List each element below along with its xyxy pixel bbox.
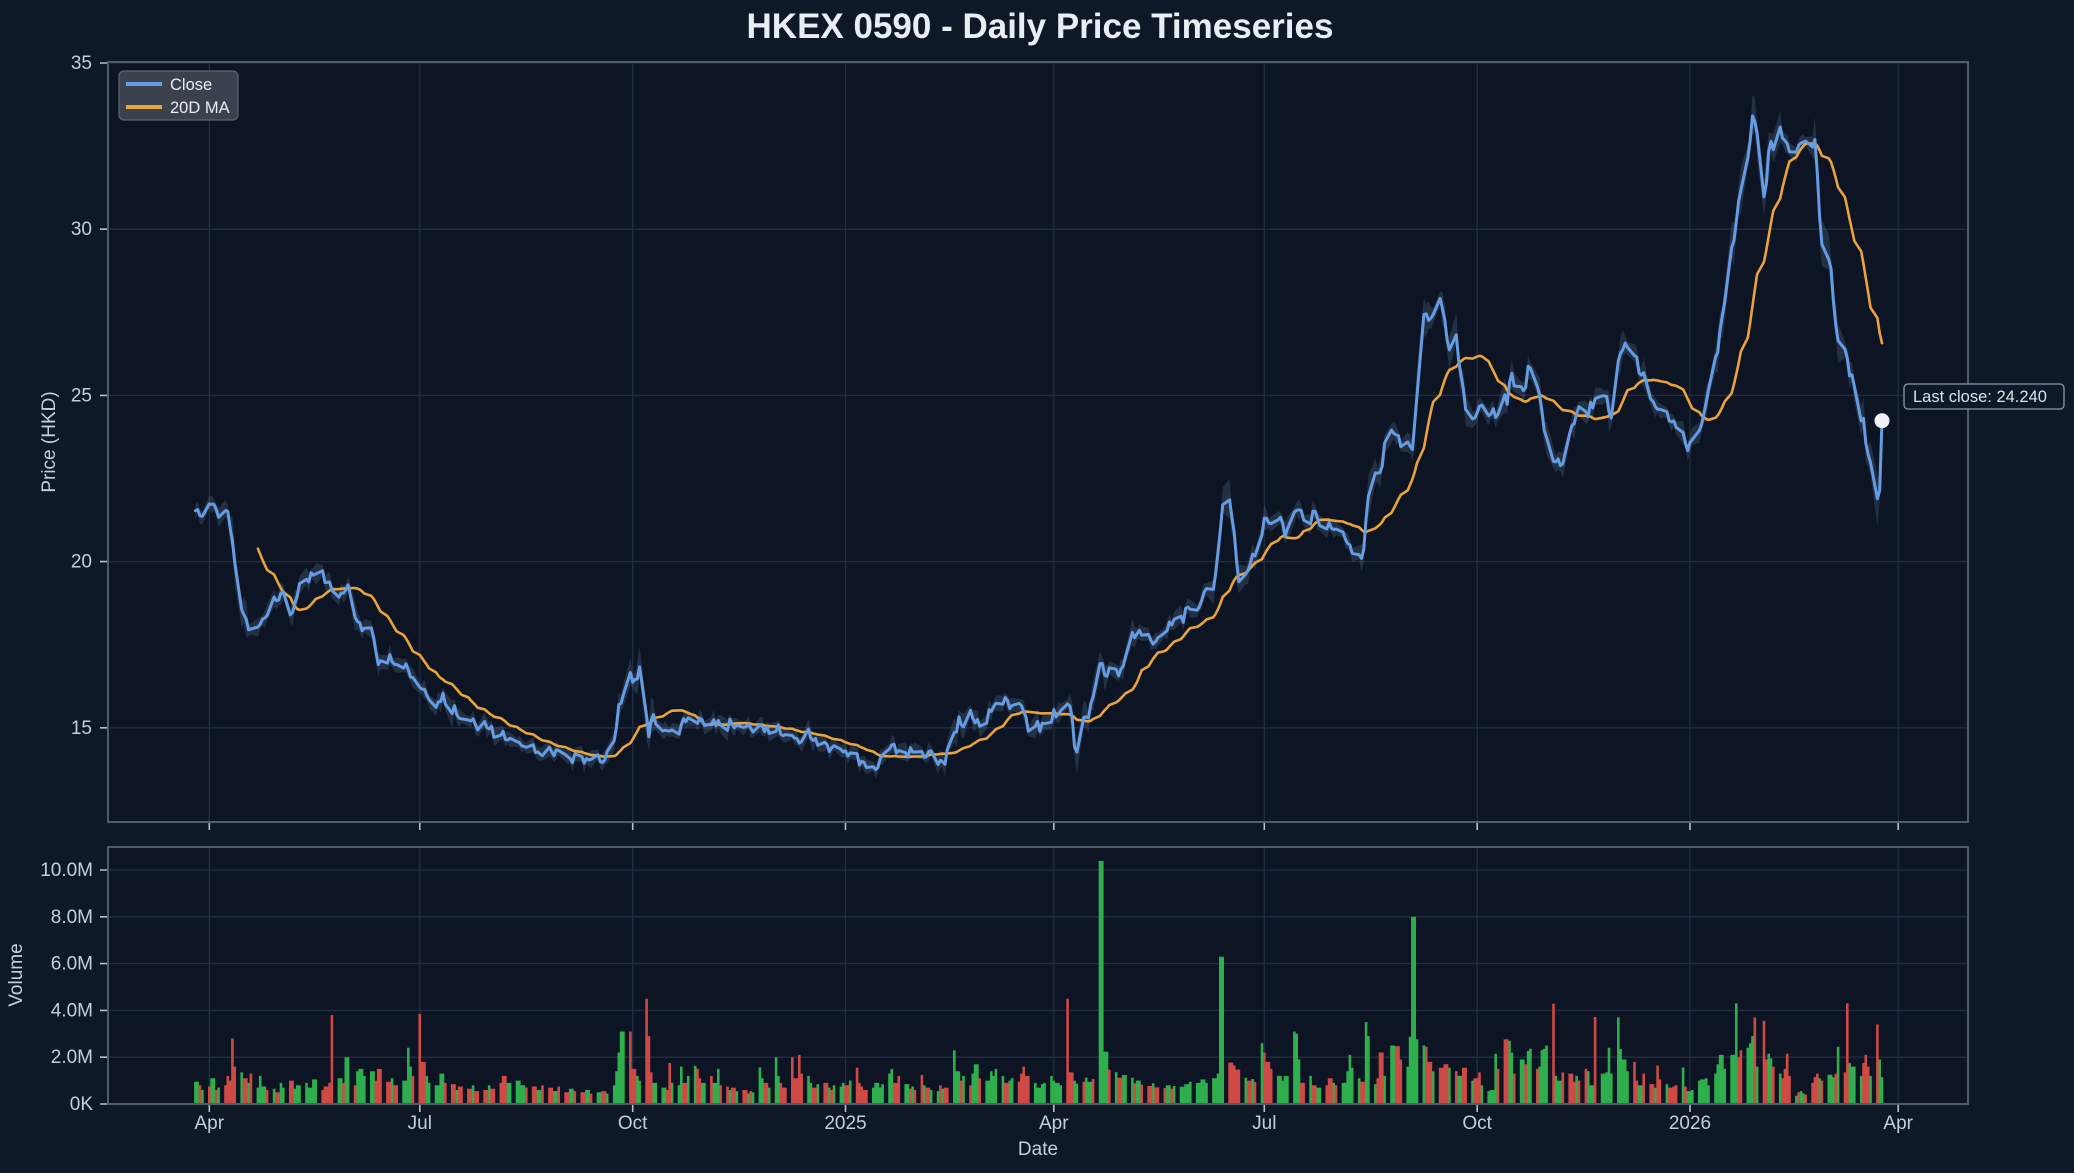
svg-text:HKEX 0590 - Daily Price Timese: HKEX 0590 - Daily Price Timeseries — [747, 7, 1334, 46]
svg-text:2026: 2026 — [1669, 1113, 1711, 1134]
svg-text:35: 35 — [71, 53, 92, 74]
svg-text:10.0M: 10.0M — [40, 860, 93, 881]
svg-text:Last close: 24.240: Last close: 24.240 — [1913, 388, 2047, 406]
svg-text:Volume: Volume — [6, 943, 27, 1006]
svg-text:8.0M: 8.0M — [51, 907, 93, 928]
svg-text:Jul: Jul — [1252, 1113, 1276, 1134]
svg-text:20: 20 — [71, 552, 92, 573]
svg-text:2025: 2025 — [824, 1113, 866, 1134]
svg-text:Price (HKD): Price (HKD) — [39, 391, 60, 492]
svg-text:2.0M: 2.0M — [51, 1047, 93, 1068]
svg-text:25: 25 — [71, 385, 92, 406]
svg-text:Apr: Apr — [195, 1113, 225, 1134]
svg-text:6.0M: 6.0M — [51, 954, 93, 975]
svg-text:30: 30 — [71, 219, 92, 240]
svg-text:0K: 0K — [70, 1094, 94, 1115]
svg-text:Date: Date — [1018, 1139, 1058, 1160]
svg-text:4.0M: 4.0M — [51, 1000, 93, 1021]
svg-text:Oct: Oct — [1462, 1113, 1492, 1134]
svg-text:20D MA: 20D MA — [170, 99, 230, 117]
svg-text:Oct: Oct — [618, 1113, 648, 1134]
svg-text:Apr: Apr — [1039, 1113, 1069, 1134]
svg-text:Close: Close — [170, 76, 212, 94]
svg-text:Jul: Jul — [408, 1113, 432, 1134]
svg-text:Apr: Apr — [1883, 1113, 1913, 1134]
svg-text:15: 15 — [71, 718, 92, 739]
